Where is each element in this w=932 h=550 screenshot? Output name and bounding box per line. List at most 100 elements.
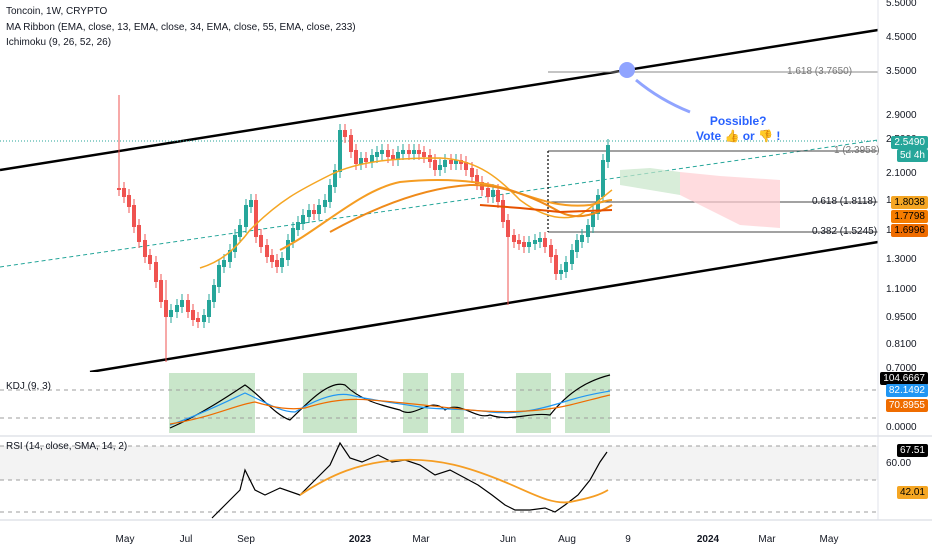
candle-body [486,188,490,197]
candle-body [570,250,574,264]
candle-body [422,152,426,157]
candle-body [459,160,463,164]
candle-body [470,168,474,177]
candle-body [270,255,274,262]
candle-body [475,175,479,184]
candle-body [601,160,605,197]
time-tick: May [819,534,839,545]
candle-body [449,160,453,164]
price-tick: 0.9500 [886,312,917,323]
fib-1-label: 1 (2.3958) [834,145,880,156]
candle-body [317,205,321,214]
price-tick: 1.3000 [886,254,917,265]
candle-body [391,155,395,160]
vote-note[interactable]: Possible? Vote 👍 or 👎 ! [696,114,780,144]
candle-body [122,188,126,197]
candle-body [343,130,347,137]
candle-body [580,235,584,242]
kdj-series [169,390,611,426]
candle-body [401,150,405,154]
candle-body [233,235,237,252]
candle-body [380,150,384,154]
target-marker[interactable] [619,62,635,78]
kdj-series [169,374,611,429]
candle-body [407,150,411,154]
candle-body [254,200,258,237]
ichimoku-cloud-green [620,168,680,195]
channel-lower[interactable] [89,240,879,374]
price-tick: 2.9000 [886,110,917,121]
rsi-series [211,441,608,519]
kdj-label[interactable]: KDJ (9, 3) [6,381,52,392]
candle-body [354,150,358,164]
candle-body [117,188,121,190]
price-tick: 5.5000 [886,0,917,9]
ema-badge-2: 1.7798 [891,210,928,223]
candle-body [433,160,437,170]
candle-body [180,300,184,307]
price-tick: 0.7000 [886,363,917,374]
candle-body [249,200,253,207]
candle-body [202,315,206,322]
rsi-tick-60: 60.00 [886,458,912,469]
candle-body [527,242,531,247]
candle-body [596,195,600,214]
ichimoku-label[interactable]: Ichimoku (9, 26, 52, 26) [6,37,112,48]
candle-body [127,195,131,207]
candle-body [238,225,242,237]
rsi-lines [211,441,609,519]
candle-body [286,240,290,260]
candle-body [196,318,200,322]
kdj-zone [565,373,610,433]
kdj-j-badge: 104.6667 [880,372,928,385]
vote-note-line1: Possible? [709,114,767,128]
fib-0618-label: 0.618 (1.8118) [812,196,877,207]
rsi-label[interactable]: RSI (14, close, SMA, 14, 2) [6,441,128,452]
candle-body [186,300,190,312]
candle-body [549,245,553,257]
candle-body [554,255,558,274]
candle-body [244,205,248,227]
rsi-value-badge: 67.51 [896,444,928,457]
price-tick: 3.5000 [886,66,917,77]
symbol-title[interactable]: Toncoin, 1W, CRYPTO [6,6,108,17]
candle-body [359,158,363,164]
candle-body [296,222,300,230]
candle-body [575,240,579,252]
candle-body [191,310,195,320]
countdown-badge: 5d 4h [896,149,928,162]
price-tick: 1.1000 [886,284,917,295]
rsi-band [0,446,878,480]
kdj-series [169,394,611,425]
candle-body [323,200,327,207]
candle-body [501,200,505,222]
candle-body [212,285,216,302]
candle-body [491,190,495,197]
time-tick: Mar [412,534,430,545]
ma-ribbon-label[interactable]: MA Ribbon (EMA, close, 13, EMA, close, 3… [6,22,356,33]
candle-body [207,300,211,317]
ma-ribbon [199,157,613,269]
candle-body [512,235,516,242]
candle-body [275,260,279,267]
time-tick: May [115,534,135,545]
kdj-d-badge: 70.8955 [885,399,928,412]
candle-body [586,225,590,237]
time-tick: Sep [237,534,255,545]
channel-upper[interactable] [0,28,879,172]
kdj-zone [516,373,551,433]
candles-layer [117,95,610,362]
candle-body [496,190,500,202]
kdj-zone [169,373,255,433]
kdj-pane-bg [0,372,878,434]
candle-body [454,160,458,164]
candle-body [396,152,400,160]
candle-body [265,245,269,257]
ema-line [479,204,613,214]
candle-body [280,258,284,267]
candle-body [338,130,342,172]
candle-body [370,155,374,162]
ema-line [329,183,613,233]
